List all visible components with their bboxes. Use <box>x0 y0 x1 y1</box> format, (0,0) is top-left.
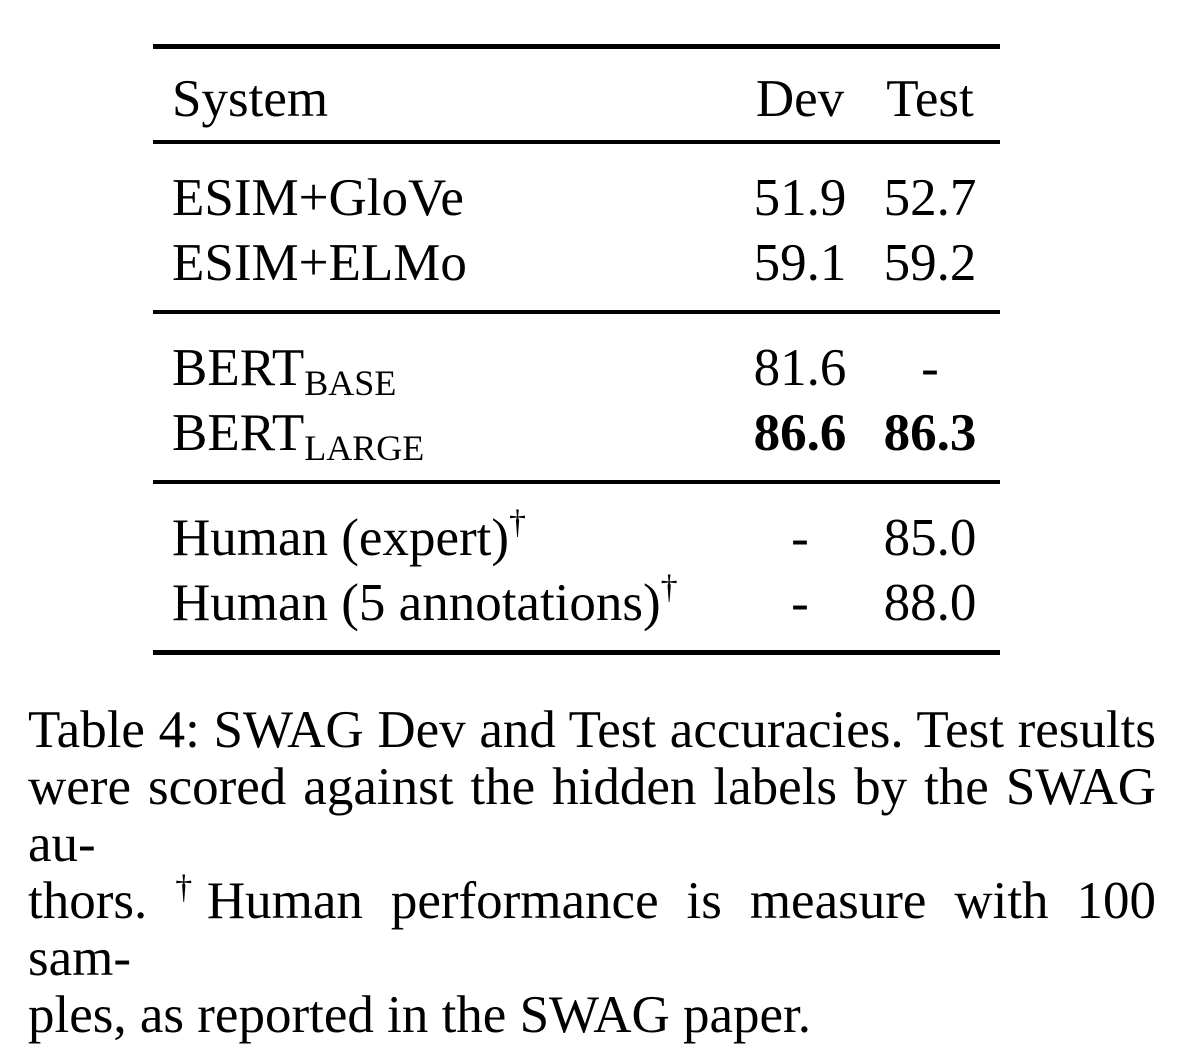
test-value: 52.7 <box>883 169 977 227</box>
caption-line: Table 4: SWAG Dev and Test accuracies. T… <box>28 701 1156 759</box>
test-value: 88.0 <box>883 574 977 632</box>
caption-line: ples, as reported in the SWAG paper. <box>28 986 812 1044</box>
human-label: Human (expert) <box>172 509 509 567</box>
table-row: BERTBASE 81.6 - <box>153 336 1000 401</box>
table-caption: Table 4: SWAG Dev and Test accuracies. T… <box>28 702 1156 1044</box>
model-size-subscript: BASE <box>304 363 397 403</box>
dev-value: 51.9 <box>753 169 847 227</box>
system-name: Human (expert)† <box>153 506 740 571</box>
table-row: Human (expert)† - 85.0 <box>153 506 1000 571</box>
dev-value: - <box>791 574 809 632</box>
column-header-test: Test <box>886 70 974 128</box>
test-value: 86.3 <box>883 404 977 462</box>
paper-page: System Dev Test ESIM+GloVe 51.9 52.7 ESI… <box>0 44 1182 1044</box>
column-header-system: System <box>172 70 329 128</box>
model-size-subscript: LARGE <box>304 428 425 468</box>
table-row: ESIM+ELMo 59.1 59.2 <box>153 231 1000 296</box>
caption-line: thors. †Human performance is measure wit… <box>28 871 1156 987</box>
table-section-baselines: ESIM+GloVe 51.9 52.7 ESIM+ELMo 59.1 59.2 <box>153 144 1000 310</box>
test-value: - <box>921 339 939 397</box>
system-name: BERTLARGE <box>153 401 740 466</box>
system-name: ESIM+GloVe <box>172 169 464 227</box>
system-name: ESIM+ELMo <box>172 234 467 292</box>
dev-value: 59.1 <box>753 234 847 292</box>
results-table: System Dev Test ESIM+GloVe 51.9 52.7 ESI… <box>153 44 1000 655</box>
table-section-bert: BERTBASE 81.6 - BERTLARGE 86.6 86.3 <box>153 310 1000 480</box>
table-header-row: System Dev Test <box>153 49 1000 144</box>
caption-text: Human performance is measure with 100 sa… <box>28 872 1156 987</box>
table-row: BERTLARGE 86.6 86.3 <box>153 401 1000 466</box>
test-value: 59.2 <box>883 234 977 292</box>
column-header-dev: Dev <box>755 70 845 128</box>
caption-line: were scored against the hidden labels by… <box>28 758 1156 873</box>
table-row: Human (5 annotations)† - 88.0 <box>153 571 1000 636</box>
system-name: Human (5 annotations)† <box>153 571 740 636</box>
system-name: BERTBASE <box>153 336 740 401</box>
human-label: Human (5 annotations) <box>172 574 661 632</box>
caption-text: thors. <box>28 872 176 930</box>
dev-value: 86.6 <box>753 404 847 462</box>
table-row: ESIM+GloVe 51.9 52.7 <box>153 166 1000 231</box>
dagger-superscript: † <box>509 504 526 541</box>
dev-value: - <box>791 509 809 567</box>
dagger-superscript: † <box>175 869 207 906</box>
dagger-superscript: † <box>660 569 678 606</box>
model-name: BERT <box>172 404 305 462</box>
table-section-human: Human (expert)† - 85.0 Human (5 annotati… <box>153 480 1000 650</box>
model-name: BERT <box>172 339 305 397</box>
dev-value: 81.6 <box>753 339 847 397</box>
test-value: 85.0 <box>883 509 977 567</box>
